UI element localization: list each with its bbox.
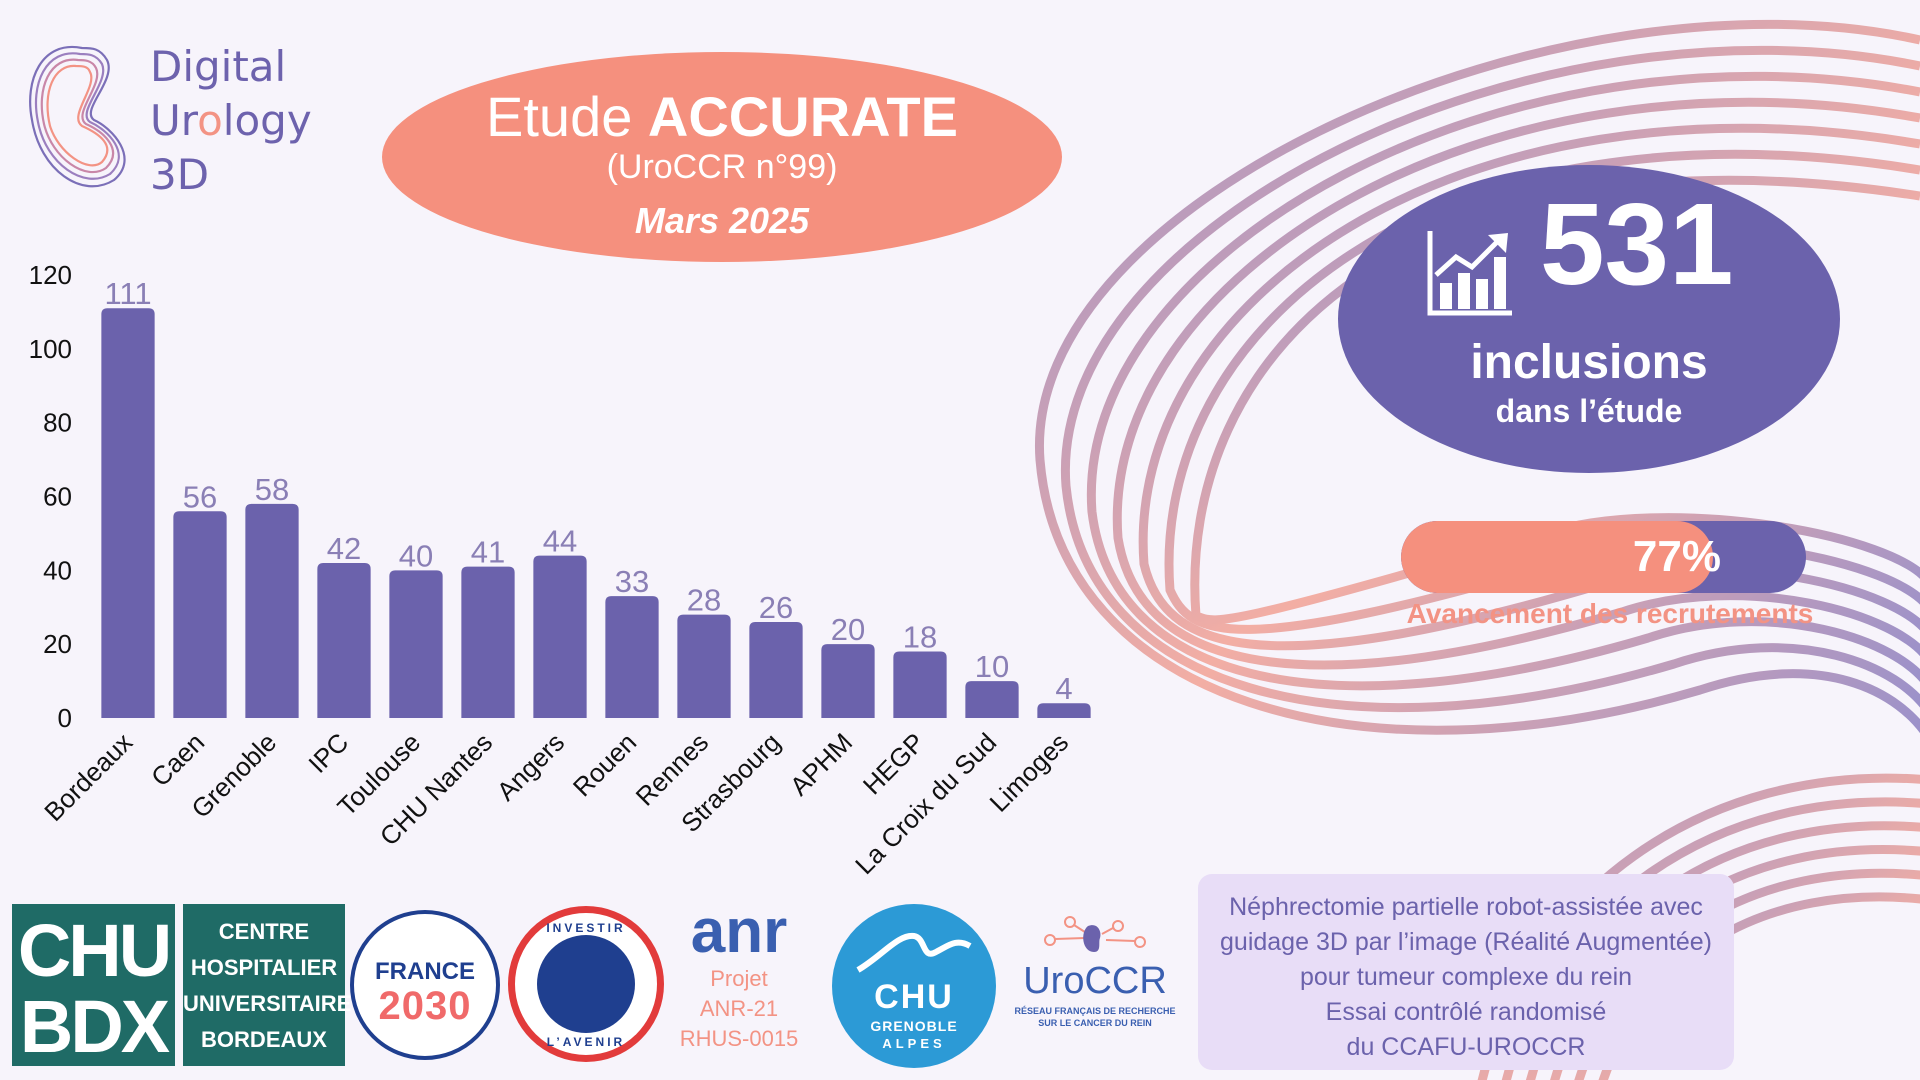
- bar: [533, 555, 587, 718]
- bar-value-label: 41: [471, 535, 505, 570]
- bar-value-label: 42: [327, 531, 361, 566]
- growth-chart-icon: [1427, 231, 1512, 316]
- bar-value-label: 56: [183, 479, 217, 514]
- y-tick-label: 120: [29, 260, 72, 290]
- x-tick-label: APHM: [784, 727, 858, 801]
- bar: [749, 622, 803, 718]
- description-line: du CCAFU-UROCCR: [1346, 1033, 1586, 1061]
- bar: [101, 308, 155, 718]
- recruitment-progress-fill: [1401, 521, 1713, 593]
- bar: [893, 651, 947, 718]
- logo-line-2: Urology: [150, 96, 312, 145]
- mountain-wave-icon: [856, 932, 972, 973]
- investir-avenir-logo: INVESTIR L’AVENIR: [508, 906, 664, 1062]
- study-title-badge: Etude ACCURATE (UroCCR n°99) Mars 2025: [382, 52, 1062, 262]
- swirl-line: [1035, 19, 1920, 735]
- marianne-emblem-icon: [537, 935, 635, 1033]
- inclusions-label: inclusions: [1470, 336, 1708, 389]
- bar-value-label: 20: [831, 612, 865, 647]
- y-tick-label: 100: [29, 334, 72, 364]
- chu-bdx-logo: CHU BDX: [12, 904, 175, 1068]
- bar-value-label: 33: [615, 564, 649, 599]
- bar: [821, 644, 875, 718]
- x-tick-label: Caen: [145, 727, 210, 792]
- bar-value-label: 4: [1055, 671, 1072, 706]
- y-tick-label: 0: [58, 703, 72, 733]
- bar: [1037, 703, 1091, 718]
- swirl-line: [1086, 71, 1920, 691]
- bar: [389, 570, 443, 718]
- recruitment-progress-bar: [1401, 521, 1806, 593]
- x-tick-label: Angers: [491, 727, 570, 806]
- study-date: Mars 2025: [634, 200, 810, 241]
- inclusions-bar-chart: 020406080100120111Bordeaux56Caen58Grenob…: [29, 260, 1091, 880]
- bar-value-label: 18: [903, 620, 937, 655]
- inclusions-badge: 531 inclusions dans l’étude: [1338, 165, 1840, 473]
- y-tick-label: 80: [43, 408, 72, 438]
- y-tick-label: 60: [43, 482, 72, 512]
- bar-value-label: 10: [975, 649, 1009, 684]
- description-line: guidage 3D par l’image (Réalité Augmenté…: [1220, 928, 1712, 956]
- bar-value-label: 26: [759, 590, 793, 625]
- logo-line-1: Digital: [150, 42, 287, 91]
- bar-value-label: 28: [687, 583, 721, 618]
- swirl-line: [1061, 45, 1920, 713]
- chu-grenoble-logo: CHU GRENOBLE ALPES: [832, 904, 996, 1068]
- bar-value-label: 44: [543, 524, 577, 559]
- bar-value-label: 40: [399, 538, 433, 573]
- study-subtitle: (UroCCR n°99): [606, 148, 838, 186]
- x-tick-label: IPC: [302, 727, 354, 779]
- description-line: pour tumeur complexe du rein: [1299, 963, 1633, 991]
- inclusions-count: 531: [1540, 179, 1734, 309]
- study-description: Néphrectomie partielle robot-assistée av…: [1198, 874, 1734, 1070]
- logo-wordmark: Digital Urology 3D: [150, 40, 312, 202]
- anr-logo: anr Projet ANR-21 RHUS-0015: [679, 897, 799, 1052]
- bar: [965, 681, 1019, 718]
- description-line: Essai contrôlé randomisé: [1325, 998, 1607, 1026]
- bar: [461, 566, 515, 718]
- bar: [317, 562, 371, 718]
- swirl-line: [1112, 97, 1920, 670]
- france-2030-logo: FRANCE 2030: [350, 910, 500, 1060]
- bar: [245, 503, 299, 718]
- chu-bordeaux-logo: CENTRE HOSPITALIER UNIVERSITAIRE BORDEAU…: [183, 904, 351, 1066]
- bar: [677, 614, 731, 718]
- y-tick-label: 20: [43, 629, 72, 659]
- recruitment-progress-value: 77%: [1632, 532, 1721, 581]
- study-title: Etude ACCURATE: [486, 85, 958, 148]
- uroccr-logo: UroCCR RÉSEAU FRANÇAIS DE RECHERCHE SUR …: [1000, 910, 1190, 1030]
- recruitment-progress-label: Avancement des recrutements: [1406, 598, 1814, 629]
- x-tick-label: Limoges: [984, 727, 1075, 818]
- x-tick-label: Bordeaux: [38, 727, 138, 827]
- bar: [605, 596, 659, 718]
- y-tick-label: 40: [43, 555, 72, 585]
- inclusions-sublabel: dans l’étude: [1495, 393, 1683, 429]
- logo-line-3: 3D: [150, 150, 210, 199]
- molecule-kidney-icon: [1044, 916, 1146, 952]
- bar-value-label: 58: [255, 472, 289, 507]
- digital-urology-logo-icon: [29, 45, 126, 188]
- bar: [173, 511, 227, 718]
- bar-value-label: 111: [104, 276, 151, 311]
- description-line: Néphrectomie partielle robot-assistée av…: [1229, 893, 1703, 921]
